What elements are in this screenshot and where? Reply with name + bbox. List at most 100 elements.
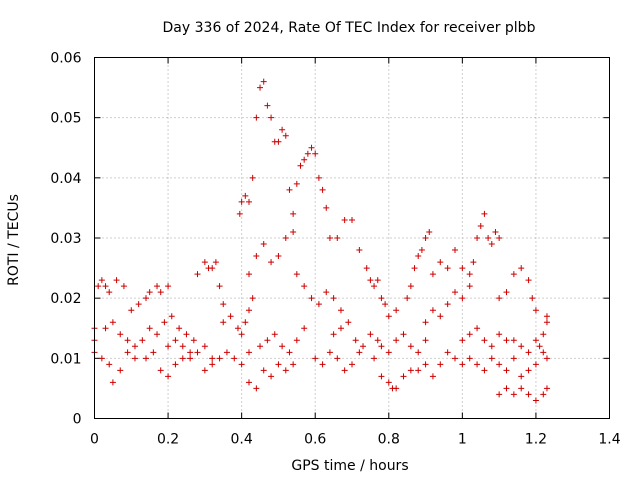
x-tick-label: 1.4	[598, 432, 620, 448]
data-point	[319, 186, 326, 193]
data-point	[496, 295, 503, 302]
y-tick-label: 0.05	[50, 111, 81, 127]
y-tick-label: 0.03	[50, 231, 81, 247]
data-point	[356, 349, 363, 356]
data-point	[407, 283, 414, 290]
data-point	[246, 379, 252, 386]
data-point	[117, 367, 124, 374]
data-point	[308, 144, 315, 151]
data-point	[496, 361, 503, 368]
data-point	[429, 271, 436, 278]
data-point	[242, 192, 249, 199]
data-point	[297, 162, 304, 169]
data-point	[481, 337, 488, 344]
data-point	[326, 235, 333, 241]
y-tick-label: 0.01	[50, 351, 81, 367]
data-point	[146, 289, 153, 296]
data-point	[246, 198, 252, 205]
data-point	[246, 271, 252, 278]
data-point	[444, 301, 451, 308]
data-point	[422, 235, 429, 241]
data-point	[179, 343, 186, 350]
data-point	[422, 337, 429, 344]
data-point	[481, 210, 488, 217]
data-point	[168, 313, 175, 320]
data-point	[330, 295, 337, 302]
data-point	[264, 102, 271, 109]
data-point	[367, 277, 374, 284]
data-point	[422, 361, 429, 368]
data-point	[187, 349, 194, 356]
data-point	[257, 343, 264, 350]
data-point	[378, 295, 385, 302]
data-point	[466, 355, 473, 362]
data-point	[172, 361, 179, 368]
data-point	[279, 343, 286, 350]
data-point	[349, 216, 355, 223]
data-point	[411, 265, 418, 272]
data-point	[426, 228, 433, 235]
data-point	[543, 319, 550, 326]
data-point	[518, 373, 525, 380]
data-point	[488, 355, 495, 362]
data-point	[382, 301, 389, 308]
data-point	[220, 301, 227, 308]
data-point	[271, 331, 278, 338]
data-point	[109, 379, 116, 386]
data-point	[337, 307, 344, 314]
data-point	[360, 343, 367, 350]
data-point	[378, 343, 385, 350]
y-axis-label: ROTI / TECUs	[6, 194, 22, 286]
y-tick-label: 0.06	[50, 51, 81, 67]
data-point	[117, 331, 124, 338]
data-point	[452, 355, 458, 362]
data-point	[352, 337, 359, 344]
data-point	[301, 283, 308, 290]
data-point	[109, 319, 116, 326]
data-point	[212, 259, 219, 266]
data-point	[525, 391, 532, 398]
data-point	[293, 180, 300, 187]
data-point	[268, 259, 275, 266]
data-point	[238, 198, 245, 205]
data-point	[540, 331, 547, 338]
data-point	[238, 361, 245, 368]
data-point	[165, 373, 172, 380]
data-point	[374, 277, 381, 284]
data-point	[209, 355, 216, 362]
data-point	[415, 367, 422, 374]
data-point	[231, 355, 238, 362]
data-point	[315, 174, 322, 181]
data-point	[253, 253, 260, 260]
data-point	[407, 367, 414, 374]
data-point	[400, 373, 407, 380]
tick-labels: 0 0.2 0.4 0.6 0.8 1 1.2 1.4 0 0.01 0.02 0.03 0.04 0.0…	[50, 51, 620, 448]
data-point	[216, 283, 223, 290]
data-point	[253, 385, 260, 392]
data-point	[106, 289, 113, 296]
data-point	[279, 126, 286, 133]
data-point	[529, 295, 536, 302]
data-point	[532, 307, 539, 314]
data-point	[525, 367, 532, 374]
data-point	[98, 277, 105, 284]
data-point	[187, 355, 194, 362]
data-point	[194, 349, 201, 356]
data-point	[496, 235, 503, 241]
data-point	[371, 283, 378, 290]
data-point	[201, 343, 208, 350]
data-point	[216, 355, 223, 362]
data-point	[525, 349, 532, 356]
data-point	[510, 337, 517, 344]
data-point	[113, 277, 120, 284]
data-point	[246, 349, 252, 356]
data-point	[459, 295, 466, 302]
data-point	[518, 343, 525, 350]
data-point	[304, 150, 311, 157]
data-point	[532, 361, 539, 368]
data-point	[290, 228, 297, 235]
data-point	[227, 313, 234, 320]
data-point	[437, 259, 444, 266]
data-point	[518, 385, 525, 392]
grid	[94, 57, 610, 419]
